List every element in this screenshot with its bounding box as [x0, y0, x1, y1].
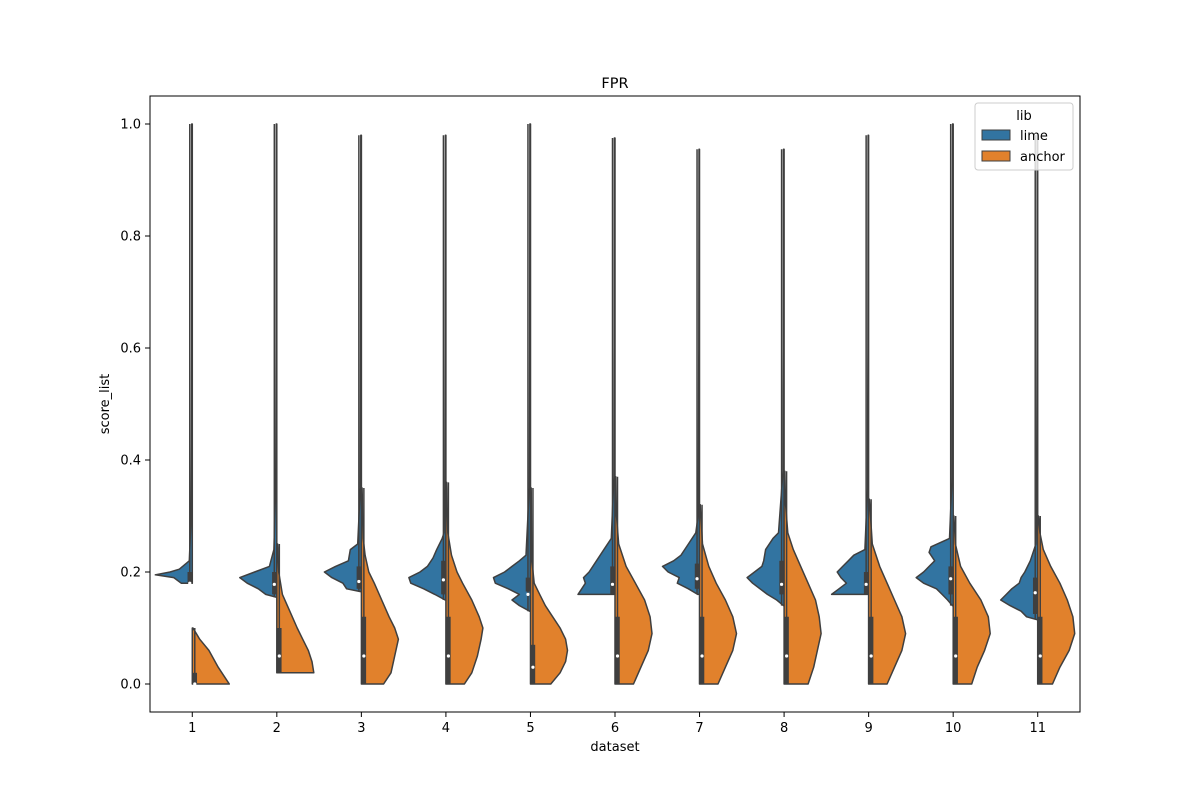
legend-label-anchor: anchor — [1020, 150, 1066, 165]
median-anchor-3 — [362, 654, 366, 658]
violin-anchor-10 — [952, 515, 991, 685]
violin-lime-3 — [323, 134, 363, 593]
median-lime-10 — [949, 577, 953, 581]
median-lime-9 — [864, 582, 868, 586]
violin-lime-6 — [577, 137, 616, 596]
median-anchor-9 — [869, 654, 873, 658]
x-tick-label: 8 — [780, 721, 788, 736]
median-anchor-10 — [954, 654, 958, 658]
x-tick-label: 5 — [526, 721, 534, 736]
median-anchor-4 — [446, 654, 451, 658]
x-tick-label: 4 — [442, 721, 450, 736]
median-anchor-8 — [784, 654, 789, 658]
violin-lime-9 — [830, 134, 870, 596]
violin-lime-10 — [915, 123, 954, 607]
violin-anchor-2 — [276, 543, 315, 674]
legend-label-lime: lime — [1020, 129, 1048, 144]
violin-anchor-11 — [1036, 515, 1076, 685]
chart-title: FPR — [601, 76, 628, 92]
x-tick-label: 2 — [273, 721, 281, 736]
median-anchor-1 — [193, 682, 197, 686]
violin-lime-4 — [408, 134, 447, 601]
y-tick-label: 0.2 — [120, 566, 141, 581]
x-tick-label: 9 — [864, 721, 872, 736]
legend-swatch-lime — [981, 129, 1011, 141]
median-anchor-11 — [1038, 654, 1042, 658]
y-tick-label: 0.6 — [120, 342, 141, 357]
violin-lime-11 — [999, 134, 1039, 621]
x-tick-label: 1 — [188, 721, 196, 736]
violin-lime-7 — [661, 148, 701, 596]
median-lime-5 — [526, 592, 530, 597]
y-tick-label: 1.0 — [120, 118, 141, 133]
violin-anchor-3 — [360, 487, 400, 685]
legend: lib lime anchor — [974, 102, 1074, 171]
median-lime-4 — [441, 578, 446, 582]
violin-anchor-5 — [529, 487, 569, 685]
violin-lime-5 — [492, 123, 532, 612]
median-lime-6 — [610, 582, 615, 586]
x-tick-label: 6 — [611, 721, 619, 736]
violin-lime-8 — [746, 148, 785, 607]
x-tick-label: 10 — [945, 721, 962, 736]
violin-anchor-1 — [191, 627, 231, 685]
median-lime-1 — [188, 581, 192, 585]
legend-title: lib — [1016, 109, 1031, 124]
y-tick-label: 0.0 — [120, 678, 141, 693]
median-lime-11 — [1033, 591, 1037, 595]
x-tick-label: 11 — [1029, 721, 1046, 736]
x-tick-label: 7 — [695, 721, 703, 736]
x-axis-title: dataset — [590, 740, 639, 755]
median-anchor-6 — [615, 654, 620, 658]
violin-lime-2 — [239, 123, 278, 598]
violin-anchor-6 — [614, 476, 653, 685]
x-tick-label: 3 — [357, 721, 365, 736]
median-lime-7 — [695, 577, 699, 581]
violin-anchor-9 — [867, 498, 907, 685]
x-axis: 1 2 3 4 5 6 7 8 9 10 11 — [188, 712, 1046, 736]
median-anchor-5 — [531, 665, 535, 669]
median-anchor-2 — [277, 654, 281, 658]
y-axis-title: score_list — [98, 374, 113, 435]
median-anchor-7 — [700, 654, 704, 658]
y-tick-label: 0.4 — [120, 454, 141, 469]
median-lime-2 — [272, 582, 276, 586]
legend-swatch-anchor — [981, 150, 1011, 162]
violin-anchor-7 — [698, 504, 738, 685]
violin-anchor-4 — [445, 481, 484, 685]
y-tick-label: 0.8 — [120, 230, 141, 245]
median-lime-8 — [779, 582, 784, 586]
y-axis: 0.0 0.2 0.4 0.6 0.8 1.0 — [120, 118, 150, 693]
violins-layer — [154, 123, 1076, 686]
median-lime-3 — [357, 579, 361, 584]
violin-anchor-8 — [783, 470, 822, 685]
